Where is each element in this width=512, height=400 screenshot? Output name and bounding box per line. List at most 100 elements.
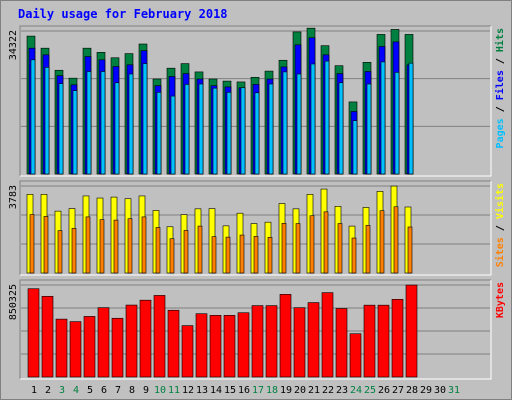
bar-sites-day-11 xyxy=(169,238,175,274)
bar-sites-day-10 xyxy=(155,227,161,274)
x-tick-label: 22 xyxy=(322,385,334,396)
bar-sites-day-21 xyxy=(309,215,315,274)
legend-part: / xyxy=(495,219,506,237)
x-tick-label: 17 xyxy=(252,385,264,396)
bar-kbytes-day-21 xyxy=(307,302,320,378)
plot-border-highlight xyxy=(20,280,492,380)
legend-part: / xyxy=(495,100,506,118)
x-tick-label: 21 xyxy=(308,385,320,396)
bar-pages-day-26 xyxy=(380,61,386,175)
bar-kbytes-day-10 xyxy=(153,295,166,378)
x-tick-label: 9 xyxy=(143,385,149,396)
bar-pages-day-17 xyxy=(254,92,260,175)
x-tick-label: 20 xyxy=(294,385,306,396)
panel-hits-pages-files: 34322 Pages / Files / Hits xyxy=(8,25,506,177)
bar-kbytes-day-8 xyxy=(125,304,138,378)
bar-kbytes-day-12 xyxy=(181,325,194,378)
x-tick-label: 28 xyxy=(406,385,418,396)
bar-kbytes-day-11 xyxy=(167,309,180,378)
bar-pages-day-5 xyxy=(86,71,92,175)
x-tick-label: 29 xyxy=(420,385,432,396)
x-tick-label: 25 xyxy=(364,385,376,396)
bar-kbytes-day-3 xyxy=(55,318,68,378)
x-tick-label: 19 xyxy=(280,385,292,396)
legend-part: / xyxy=(495,52,506,70)
x-tick-label: 12 xyxy=(182,385,194,396)
bar-kbytes-day-23 xyxy=(335,308,348,378)
x-tick-label: 2 xyxy=(45,385,51,396)
x-tick-label: 11 xyxy=(168,385,180,396)
bar-sites-day-26 xyxy=(379,210,385,274)
panel-visits-sites: 3783 Sites / Visits xyxy=(8,180,506,276)
bar-kbytes-day-19 xyxy=(279,294,292,378)
bar-sites-day-17 xyxy=(253,236,259,274)
x-tick-label: 24 xyxy=(350,385,362,396)
bar-pages-day-10 xyxy=(156,92,162,175)
bar-pages-day-6 xyxy=(100,71,106,175)
bar-pages-day-18 xyxy=(268,83,274,175)
x-tick-label: 16 xyxy=(238,385,250,396)
bar-sites-day-9 xyxy=(141,216,147,274)
x-tick-label: 31 xyxy=(448,385,460,396)
x-tick-label: 8 xyxy=(129,385,135,396)
bar-kbytes-day-17 xyxy=(251,305,264,378)
x-tick-label: 30 xyxy=(434,385,446,396)
bar-kbytes-day-9 xyxy=(139,299,152,378)
x-tick-label: 7 xyxy=(115,385,121,396)
bar-pages-day-1 xyxy=(30,59,36,175)
bar-sites-day-4 xyxy=(71,228,77,274)
bar-sites-day-27 xyxy=(393,206,399,274)
chart-panels: 34322 Pages / Files / Hits 3783 Sites / Vis… xyxy=(8,25,506,380)
plot-border-shadow xyxy=(19,25,491,176)
bar-pages-day-28 xyxy=(408,62,414,175)
bar-kbytes-day-15 xyxy=(223,315,236,378)
bar-sites-day-22 xyxy=(323,211,329,274)
bar-kbytes-day-26 xyxy=(377,304,390,378)
bar-pages-day-15 xyxy=(226,92,232,175)
bar-sites-day-28 xyxy=(407,226,413,274)
plot-border-shadow xyxy=(19,180,491,275)
bar-pages-day-27 xyxy=(394,72,400,175)
x-tick-label: 6 xyxy=(101,385,107,396)
bar-sites-day-18 xyxy=(267,237,273,274)
bar-kbytes-day-28 xyxy=(405,284,418,378)
bar-kbytes-day-1 xyxy=(27,288,40,378)
bar-sites-day-12 xyxy=(183,230,189,274)
bar-sites-day-13 xyxy=(197,225,203,274)
legend-part: Visits xyxy=(494,183,506,219)
bar-pages-day-11 xyxy=(170,95,176,175)
bar-pages-day-16 xyxy=(240,87,246,175)
chart-title: Daily usage for February 2018 xyxy=(18,7,228,21)
legend-part: Sites xyxy=(494,237,506,267)
x-tick-label: 26 xyxy=(378,385,390,396)
bar-kbytes-day-22 xyxy=(321,292,334,378)
bar-kbytes-day-7 xyxy=(111,317,124,378)
bar-sites-day-2 xyxy=(43,216,49,274)
plot-border-highlight xyxy=(20,26,492,177)
legend-part: Files xyxy=(494,70,506,100)
bar-sites-day-19 xyxy=(281,223,287,274)
bar-sites-day-25 xyxy=(365,225,371,274)
bar-pages-day-3 xyxy=(58,83,64,175)
x-tick-label: 18 xyxy=(266,385,278,396)
bar-pages-day-2 xyxy=(44,67,50,175)
bar-kbytes-day-13 xyxy=(195,313,208,378)
bar-kbytes-day-20 xyxy=(293,307,306,378)
legend-part: KBytes xyxy=(495,282,506,318)
y-max-label: 850325 xyxy=(8,284,19,320)
bar-sites-day-6 xyxy=(99,219,105,274)
x-tick-label: 10 xyxy=(154,385,166,396)
bar-sites-day-7 xyxy=(113,219,119,274)
x-tick-label: 23 xyxy=(336,385,348,396)
x-tick-label: 1 xyxy=(31,385,37,396)
bar-kbytes-day-4 xyxy=(69,321,82,378)
bar-pages-day-13 xyxy=(198,83,204,175)
bar-sites-day-14 xyxy=(211,236,217,274)
bar-pages-day-19 xyxy=(282,71,288,175)
bar-sites-day-8 xyxy=(127,218,133,274)
bar-sites-day-5 xyxy=(85,216,91,274)
y-max-label: 34322 xyxy=(8,30,19,60)
x-axis-labels: 1 2 3 4 5 6 7 8 9 10 11 12 13 14 15 16 17 18 19 20 21 22 23 24 2… xyxy=(31,385,460,396)
bar-pages-day-14 xyxy=(212,87,218,175)
